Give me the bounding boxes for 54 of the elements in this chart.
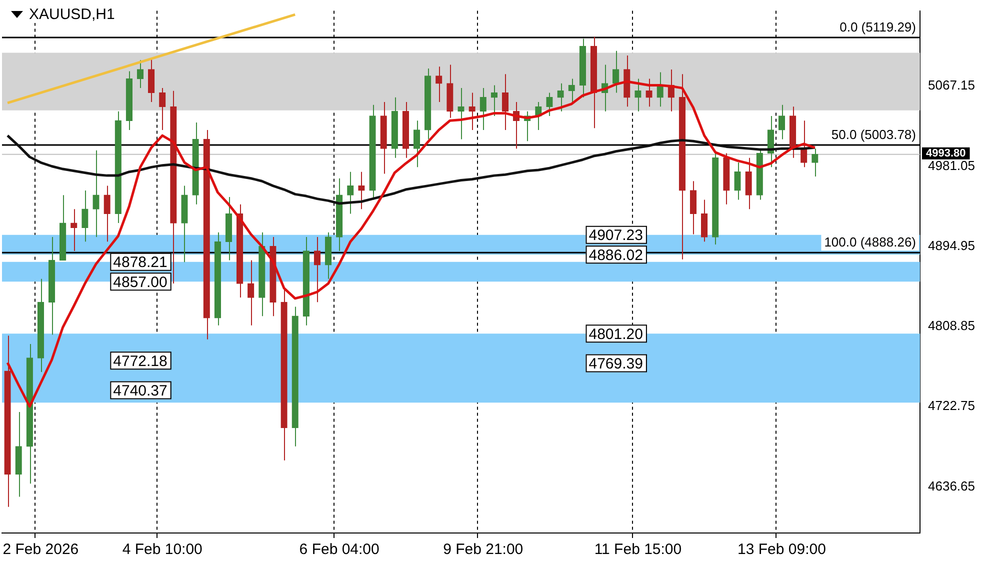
x-tick-label: 11 Feb 15:00 bbox=[594, 541, 682, 558]
y-tick-label: 4894.95 bbox=[928, 238, 975, 253]
x-tick-label: 9 Feb 21:00 bbox=[443, 541, 524, 558]
y-tick-label: 4722.75 bbox=[928, 398, 975, 414]
candlestick bbox=[159, 88, 166, 130]
candlestick bbox=[104, 185, 110, 242]
x-tick-label: 6 Feb 04:00 bbox=[299, 541, 380, 558]
candlestick bbox=[148, 58, 155, 103]
candlestick bbox=[70, 208, 78, 252]
candlestick bbox=[458, 88, 464, 140]
candlestick bbox=[568, 78, 575, 103]
ref-line-label: 100.0 (4888.26) bbox=[824, 234, 916, 250]
ref-line-label: 4993.80 bbox=[926, 147, 966, 160]
candlestick bbox=[314, 236, 321, 303]
candlestick bbox=[92, 150, 100, 238]
candlestick bbox=[82, 190, 88, 242]
candlestick bbox=[634, 78, 642, 112]
annotation: 4878.21 bbox=[113, 254, 168, 272]
annotation: 4801.20 bbox=[588, 326, 643, 343]
x-tick-label: 2 Feb 2026 bbox=[2, 541, 79, 558]
x-tick-label: 13 Feb 09:00 bbox=[738, 541, 826, 558]
annotation: 4886.02 bbox=[588, 246, 643, 264]
candlestick bbox=[347, 171, 354, 214]
candlestick bbox=[502, 74, 509, 130]
y-tick-label: 4808.85 bbox=[928, 318, 975, 334]
candlestick bbox=[612, 50, 620, 94]
candlestick bbox=[468, 92, 476, 130]
candlestick bbox=[700, 199, 708, 242]
candlestick bbox=[480, 88, 486, 130]
candlestick bbox=[248, 260, 254, 326]
candlestick bbox=[812, 148, 818, 177]
candlestick bbox=[436, 66, 442, 103]
annotation: 4907.23 bbox=[588, 227, 643, 244]
ref-line-label: 50.0 (5003.78) bbox=[831, 127, 916, 142]
candlestick bbox=[557, 82, 564, 112]
candlestick bbox=[800, 120, 808, 168]
candlestick bbox=[358, 171, 365, 210]
annotation: 4740.37 bbox=[113, 382, 168, 400]
candlestick bbox=[745, 157, 752, 210]
candlestick bbox=[690, 180, 697, 235]
candlestick bbox=[734, 162, 741, 200]
annotation: 4772.18 bbox=[113, 352, 168, 370]
candlestick bbox=[646, 78, 652, 108]
annotation: 4769.39 bbox=[588, 355, 643, 372]
annotation: 4857.00 bbox=[113, 274, 168, 291]
candlestick bbox=[413, 120, 420, 168]
ref-line-label: 0.0 (5119.29) bbox=[840, 20, 916, 35]
y-tick-label: 5067.15 bbox=[928, 78, 975, 93]
chart-title: XAUUSD,H1 bbox=[29, 6, 115, 23]
x-tick-label: 4 Feb 10:00 bbox=[122, 541, 202, 558]
candlestick bbox=[778, 104, 786, 140]
y-tick-label: 4636.65 bbox=[928, 478, 975, 494]
y-tick-label: 4981.05 bbox=[928, 158, 975, 173]
candlestick bbox=[656, 72, 664, 108]
